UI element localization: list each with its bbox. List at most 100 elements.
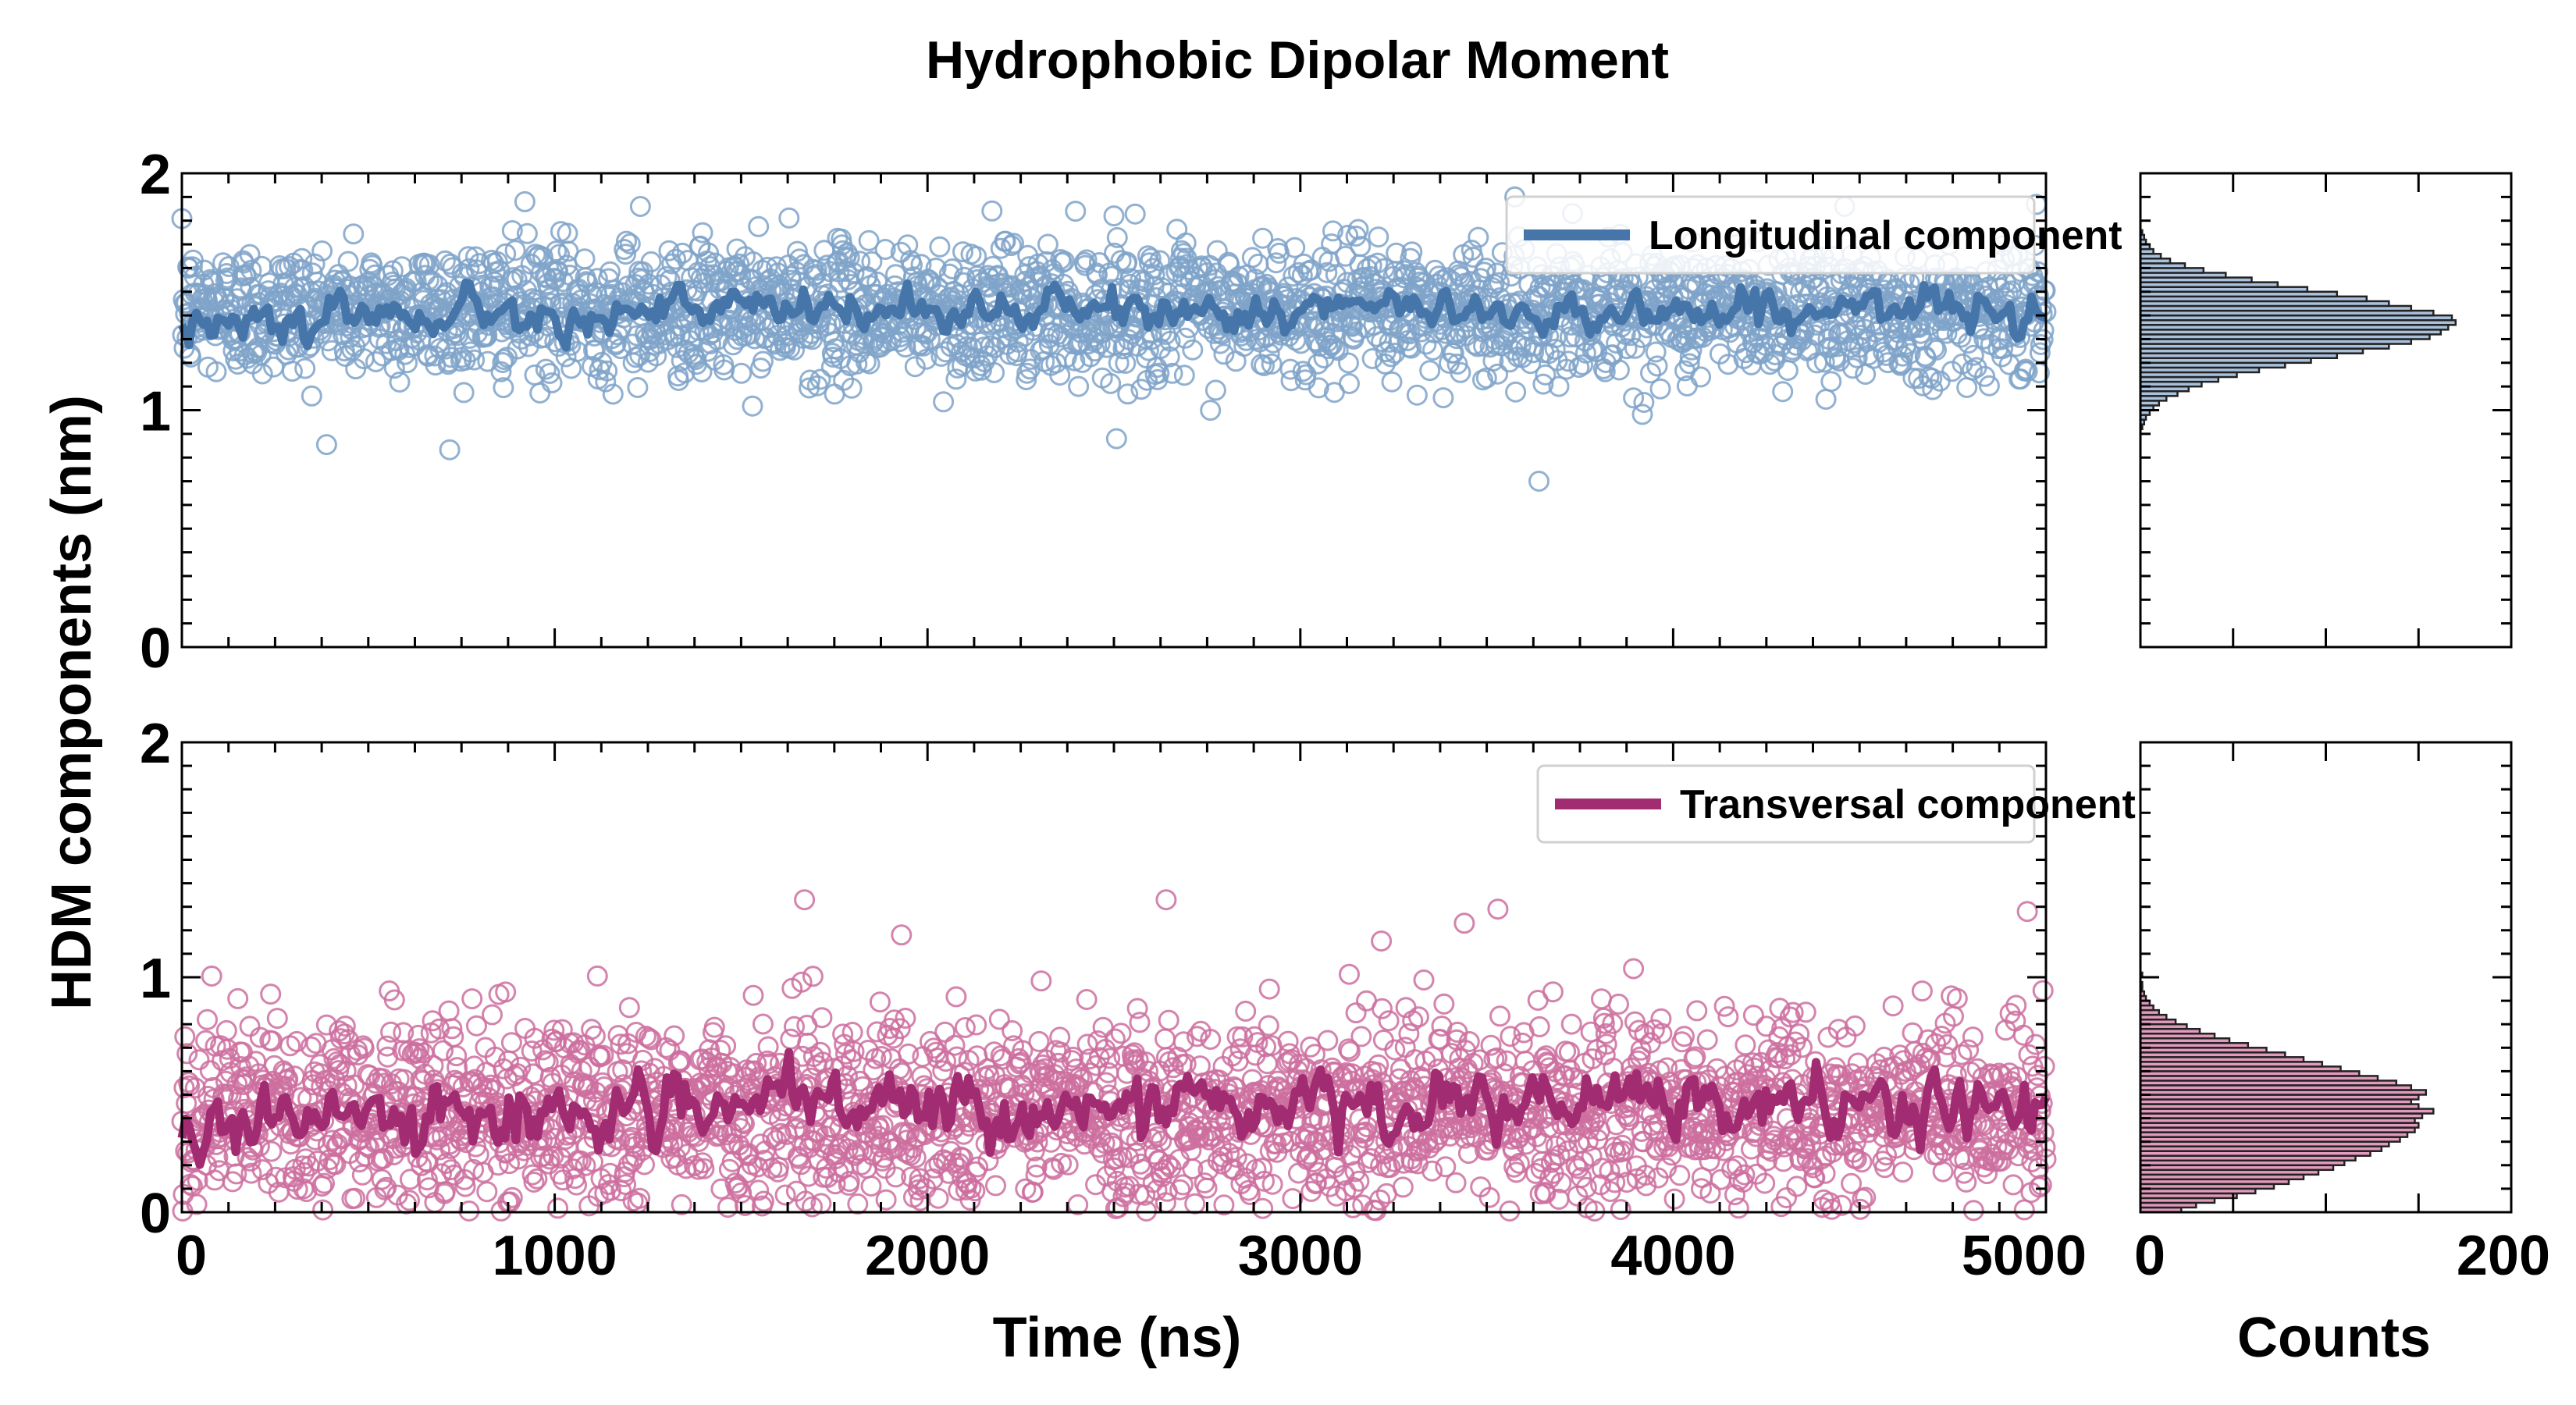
data-point	[1316, 261, 1338, 283]
data-point	[936, 1151, 957, 1172]
data-point	[875, 1189, 897, 1211]
data-point	[1649, 378, 1671, 400]
data-point	[464, 349, 486, 371]
data-point	[1007, 331, 1029, 353]
data-point	[1049, 1026, 1071, 1048]
data-point	[1252, 227, 1274, 249]
data-point	[1158, 1009, 1179, 1031]
data-point	[482, 1004, 503, 1026]
data-point	[1623, 387, 1645, 409]
data-point	[463, 1158, 485, 1180]
data-point	[477, 350, 499, 372]
data-point	[1846, 347, 1868, 368]
data-point	[343, 223, 365, 245]
data-point	[1027, 253, 1049, 275]
data-point	[1143, 276, 1165, 297]
data-point	[408, 1038, 430, 1060]
data-point	[315, 1069, 336, 1091]
data-point	[1276, 1052, 1297, 1074]
data-point	[870, 1046, 892, 1067]
data-point	[566, 1174, 587, 1196]
data-point	[1251, 1158, 1273, 1179]
data-point	[1172, 1174, 1194, 1196]
data-point	[811, 1007, 833, 1029]
data-point	[802, 1196, 823, 1218]
data-point	[1535, 364, 1557, 386]
data-point	[1200, 400, 1222, 422]
data-point	[1226, 1026, 1248, 1048]
data-point	[440, 347, 462, 368]
data-point	[1124, 203, 1146, 225]
data-point	[1347, 219, 1369, 240]
data-point	[748, 1179, 770, 1201]
data-point	[715, 1035, 737, 1057]
data-point	[1012, 1040, 1034, 1062]
data-point	[393, 1022, 415, 1044]
data-point	[585, 1096, 607, 1118]
data-point	[514, 190, 535, 212]
data-point	[239, 1016, 261, 1037]
data-point	[301, 385, 322, 407]
data-point	[1162, 1057, 1184, 1079]
data-point	[1182, 339, 1204, 361]
data-point	[376, 1035, 398, 1057]
data-point	[532, 246, 553, 268]
data-point	[778, 207, 800, 229]
data-point	[1043, 1158, 1065, 1180]
data-point	[1148, 362, 1170, 384]
data-point	[1640, 362, 1661, 384]
data-point	[1239, 1183, 1261, 1205]
data-point	[1115, 352, 1137, 374]
data-point	[569, 1040, 591, 1062]
data-point	[501, 1186, 523, 1208]
data-point	[1608, 359, 1630, 381]
data-point	[788, 248, 810, 270]
data-point	[188, 1049, 210, 1071]
data-point	[431, 289, 452, 311]
data-point	[785, 1119, 806, 1140]
data-point	[1475, 258, 1496, 279]
data-point	[375, 1176, 397, 1198]
data-point	[885, 1166, 906, 1188]
data-point	[1241, 247, 1263, 269]
data-point	[1162, 362, 1183, 384]
data-point	[1213, 343, 1235, 365]
hist-x-axis-label: Counts	[2237, 1307, 2431, 1369]
data-point	[1321, 233, 1343, 254]
data-point	[664, 1025, 685, 1047]
data-point	[1252, 1197, 1274, 1219]
data-point	[1820, 371, 1842, 393]
data-point	[441, 1018, 463, 1040]
data-point	[897, 234, 919, 256]
data-point	[1003, 233, 1024, 254]
data-point	[752, 350, 774, 372]
data-point	[795, 1190, 817, 1212]
y-tick-label: 1	[140, 381, 171, 443]
data-point	[279, 1035, 301, 1057]
data-point	[902, 1136, 923, 1158]
data-point	[549, 244, 570, 265]
data-point	[1339, 963, 1360, 985]
data-point	[619, 233, 641, 254]
data-point	[935, 1051, 956, 1072]
data-point	[1462, 247, 1484, 268]
data-point	[1978, 375, 2000, 397]
data-point	[861, 251, 883, 272]
data-point	[693, 1158, 715, 1179]
data-point	[822, 347, 844, 368]
data-point	[1140, 247, 1162, 269]
data-point	[638, 1027, 660, 1049]
data-point	[739, 323, 761, 345]
data-point	[1371, 930, 1393, 952]
data-point	[1735, 1034, 1756, 1056]
data-point	[1407, 1006, 1429, 1028]
data-point	[1645, 341, 1667, 363]
data-point	[260, 984, 282, 1005]
data-point	[909, 1168, 930, 1190]
data-point	[586, 268, 608, 290]
data-point	[901, 1166, 923, 1188]
data-point	[615, 244, 637, 265]
data-point	[1209, 333, 1231, 354]
